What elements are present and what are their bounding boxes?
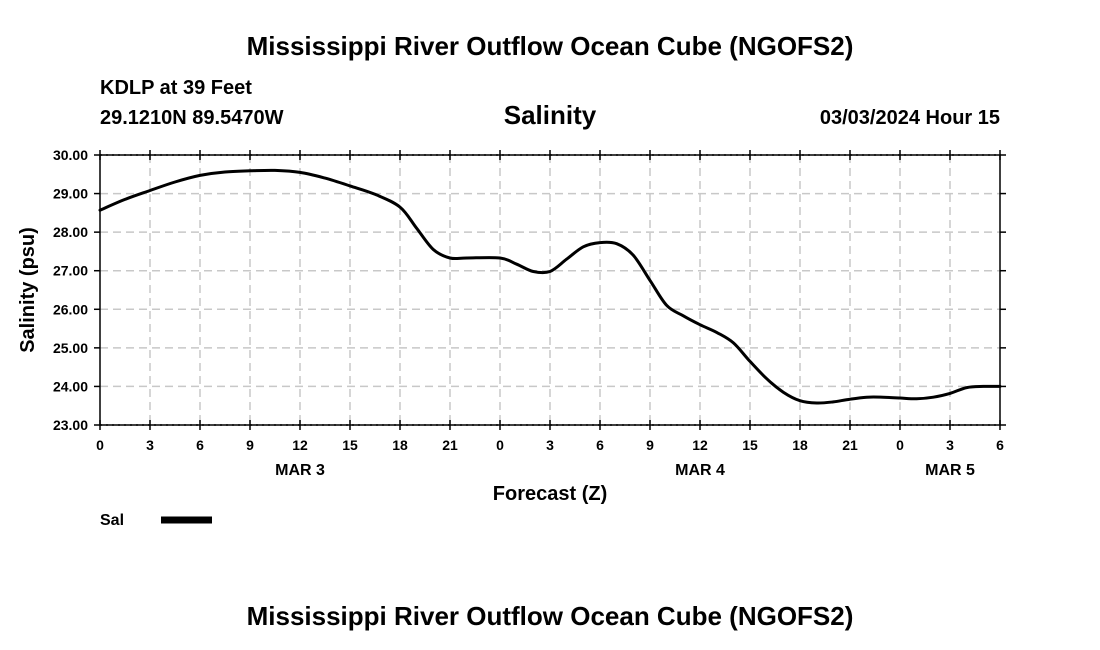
y-tick-label: 30.00 bbox=[53, 147, 88, 163]
axis-ticks: 23.00 24.00 25.00 26.00 27.00 28.00 29.00 30.00… bbox=[53, 147, 1006, 479]
y-tick-label: 24.00 bbox=[53, 378, 88, 394]
x-tick-label: 15 bbox=[342, 437, 358, 453]
parameter-title: Salinity bbox=[504, 100, 597, 130]
x-tick-label: 6 bbox=[996, 437, 1004, 453]
date-label: MAR 3 bbox=[275, 462, 325, 479]
coordinates-label: 29.1210N 89.5470W bbox=[100, 107, 284, 129]
x-tick-label: 21 bbox=[842, 437, 858, 453]
footer-title: Mississippi River Outflow Ocean Cube (NG… bbox=[247, 601, 854, 631]
x-tick-label: 18 bbox=[792, 437, 808, 453]
y-tick-label: 28.00 bbox=[53, 224, 88, 240]
x-tick-label: 6 bbox=[596, 437, 604, 453]
x-tick-label: 9 bbox=[246, 437, 254, 453]
date-label: MAR 5 bbox=[925, 462, 975, 479]
y-tick-label: 25.00 bbox=[53, 340, 88, 356]
x-tick-label: 18 bbox=[392, 437, 408, 453]
x-axis-label: Forecast (Z) bbox=[493, 483, 607, 505]
date-label: MAR 4 bbox=[675, 462, 725, 479]
station-label: KDLP at 39 Feet bbox=[100, 77, 252, 99]
datetime-label: 03/03/2024 Hour 15 bbox=[820, 107, 1000, 129]
y-tick-label: 29.00 bbox=[53, 186, 88, 202]
y-tick-label: 27.00 bbox=[53, 263, 88, 279]
legend-label: Sal bbox=[100, 512, 124, 529]
x-tick-label: 6 bbox=[196, 437, 204, 453]
chart-title: Mississippi River Outflow Ocean Cube (NG… bbox=[247, 31, 854, 61]
y-axis-label: Salinity (psu) bbox=[17, 227, 39, 353]
x-tick-label: 0 bbox=[496, 437, 504, 453]
grid bbox=[100, 154, 1000, 426]
x-tick-label: 3 bbox=[946, 437, 954, 453]
y-tick-label: 26.00 bbox=[53, 301, 88, 317]
x-tick-label: 15 bbox=[742, 437, 758, 453]
x-tick-label: 3 bbox=[146, 437, 154, 453]
x-tick-label: 9 bbox=[646, 437, 654, 453]
x-tick-label: 0 bbox=[96, 437, 104, 453]
x-tick-label: 12 bbox=[292, 437, 308, 453]
series-line-sal bbox=[98, 168, 1002, 405]
x-tick-label: 21 bbox=[442, 437, 458, 453]
y-tick-label: 23.00 bbox=[53, 417, 88, 433]
x-tick-label: 0 bbox=[896, 437, 904, 453]
x-tick-label: 12 bbox=[692, 437, 708, 453]
x-tick-label: 3 bbox=[546, 437, 554, 453]
